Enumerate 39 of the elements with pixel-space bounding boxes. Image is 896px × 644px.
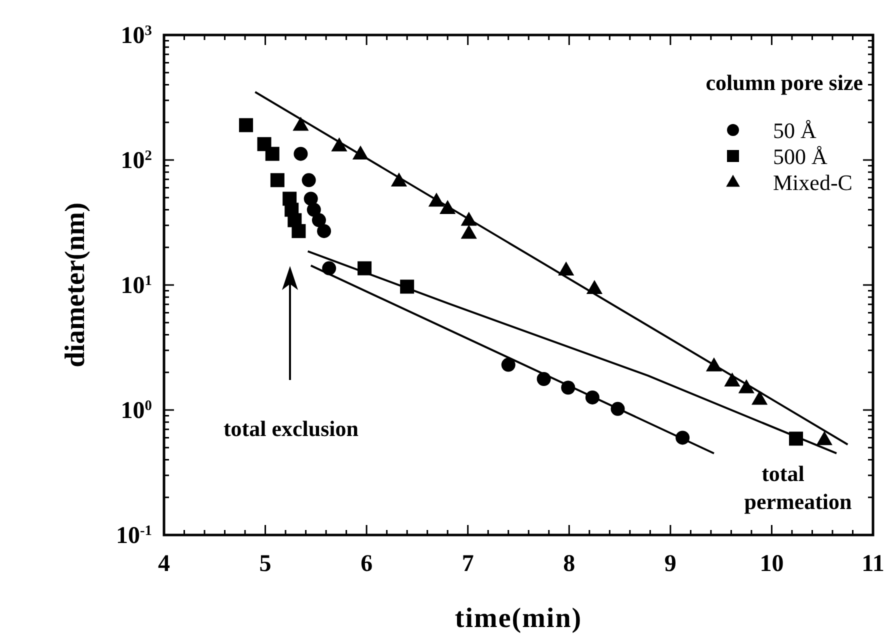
legend-title: column pore size: [706, 70, 864, 95]
legend-label: 500 Å: [773, 144, 828, 169]
x-tick-label: 6: [360, 551, 373, 577]
x-tick-label: 11: [862, 551, 884, 577]
point: [265, 146, 280, 161]
x-tick-label: 4: [158, 551, 170, 577]
point: [292, 224, 306, 238]
y-tick-label: 10$^{-1}$: [116, 523, 152, 549]
legend-label: Mixed-C: [773, 170, 852, 195]
point: [312, 213, 326, 228]
point: [460, 224, 477, 239]
point: [302, 173, 316, 188]
point: [331, 137, 348, 152]
point: [294, 146, 308, 161]
y-tick-label: 10$^{1}$: [120, 273, 152, 299]
y-tick-label: 10$^{2}$: [120, 148, 152, 174]
point: [501, 358, 516, 372]
y-tick-label: 10$^{0}$: [120, 398, 152, 424]
point: [270, 173, 284, 188]
point: [724, 372, 740, 386]
point: [558, 262, 574, 276]
x-tick-label: 10: [760, 551, 784, 577]
point: [816, 431, 832, 446]
point: [292, 116, 309, 131]
x-tick-label: 7: [462, 551, 474, 577]
y-tick-label: 10$^{3}$: [120, 23, 152, 49]
annotation: total exclusion: [223, 416, 359, 441]
x-tick-label: 5: [259, 551, 272, 577]
y-axis-title: diameter(nm): [60, 202, 91, 368]
point: [317, 224, 332, 238]
x-tick-label: 9: [664, 551, 676, 577]
point: [306, 202, 321, 217]
point: [239, 118, 254, 132]
x-tick-label: 8: [563, 551, 576, 577]
point: [752, 390, 768, 405]
annotation: total permeation: [744, 461, 852, 514]
legend-label: 50 Å: [773, 118, 816, 143]
point: [304, 192, 318, 206]
x-axis-title: time(min): [454, 603, 582, 634]
